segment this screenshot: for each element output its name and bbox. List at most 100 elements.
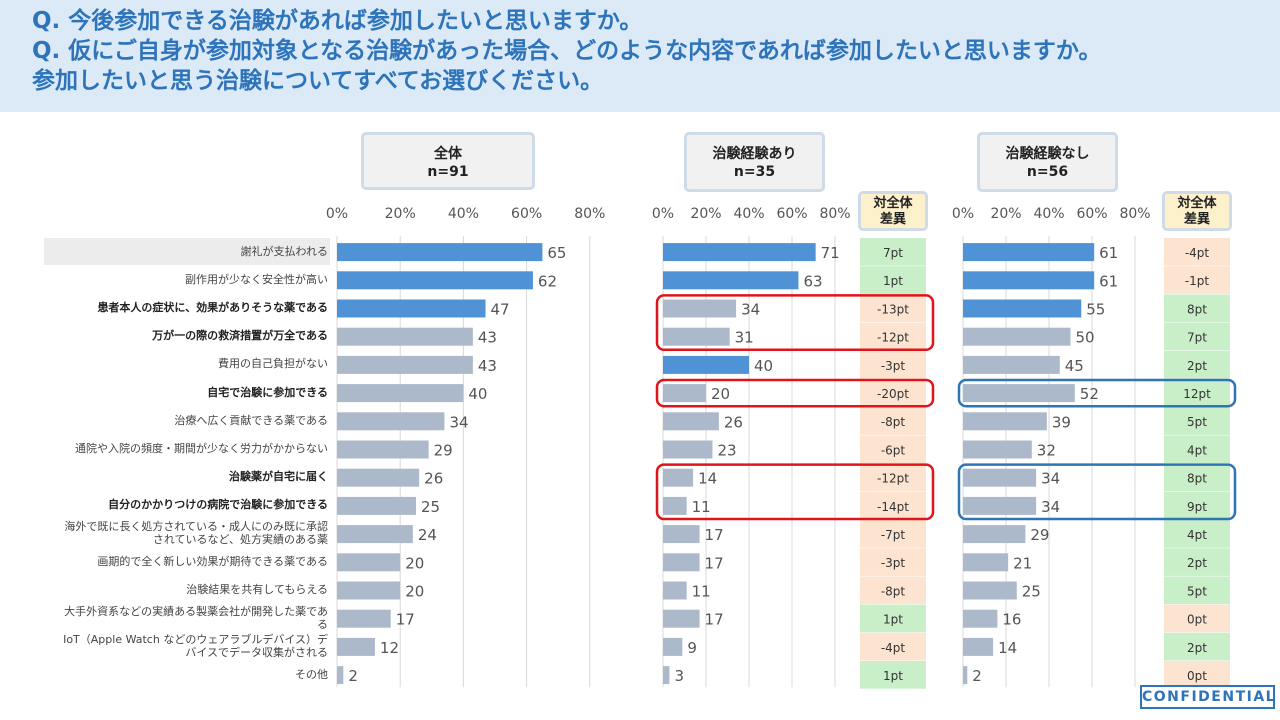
diff-cell — [860, 520, 926, 548]
panel-title-experienced: 治験経験あり n=35 — [684, 132, 825, 192]
x-tick-label: 0% — [326, 206, 348, 222]
bar — [963, 666, 968, 685]
data-label: 34 — [1041, 498, 1060, 516]
data-label: 26 — [724, 413, 743, 431]
bar — [663, 581, 687, 600]
diff-cell — [1164, 238, 1230, 266]
category-label: 自宅で治験に参加できる — [207, 385, 328, 399]
diff-value: 4pt — [1187, 443, 1207, 457]
data-label: 23 — [717, 442, 736, 460]
diff-value: 2pt — [1187, 359, 1207, 373]
category-label: 副作用が少なく安全性が高い — [185, 272, 328, 286]
diff-value: 2pt — [1187, 556, 1207, 570]
diff-value: -4pt — [1185, 246, 1210, 260]
category-label: 治験結果を共有してもらえる — [186, 583, 328, 596]
diff-value: 1pt — [883, 613, 903, 627]
diff-cell — [860, 294, 926, 323]
highlight-box — [957, 463, 1237, 521]
question-line-1: Q. 今後参加できる治験があれば参加したいと思いますか。 — [32, 8, 643, 34]
x-tick-label: 60% — [1076, 206, 1107, 222]
data-label: 26 — [424, 470, 443, 488]
category-label: 治療へ広く貢献できる薬である — [174, 413, 328, 427]
data-label: 11 — [692, 498, 711, 516]
data-label: 43 — [478, 329, 497, 347]
data-label: 16 — [1002, 611, 1021, 629]
bar — [963, 553, 1009, 572]
bar — [663, 412, 719, 431]
data-label: 34 — [449, 413, 468, 431]
diff-value: -12pt — [877, 331, 909, 345]
diff-value: 8pt — [1187, 302, 1207, 316]
data-label: 50 — [1076, 329, 1095, 347]
data-label: 39 — [1052, 413, 1071, 431]
diff-value: 2pt — [1187, 641, 1207, 655]
x-tick-label: 80% — [574, 206, 605, 222]
diff-cell — [860, 604, 926, 633]
bar — [663, 553, 700, 572]
panel-n-experienced: n=35 — [733, 164, 776, 180]
x-tick-label: 20% — [990, 206, 1021, 222]
diff-cell — [1164, 520, 1230, 548]
diff-cell — [860, 238, 926, 266]
bar — [337, 440, 429, 459]
data-label: 29 — [1030, 526, 1049, 544]
category-label: 患者本人の症状に、効果がありそうな薬である — [97, 301, 328, 314]
confidential-badge: CONFIDENTIAL — [1140, 685, 1275, 709]
diff-cell — [860, 576, 926, 605]
bar — [337, 412, 445, 431]
bar — [663, 299, 737, 318]
bar — [337, 525, 413, 544]
data-label: 40 — [468, 385, 487, 403]
category-label: 海外で既に長く処方されている・成人にのみ既に承認 されているなど、処方実績のある… — [64, 520, 328, 547]
data-label: 17 — [396, 611, 415, 629]
diff-value: -1pt — [1185, 274, 1210, 288]
bar — [337, 496, 416, 515]
bar — [963, 440, 1032, 459]
bar — [963, 496, 1037, 515]
diff-value: 5pt — [1187, 415, 1207, 429]
category-label: 画期的で全く新しい効果が期待できる薬である — [97, 554, 328, 568]
diff-value: -12pt — [877, 472, 909, 486]
bar — [337, 327, 473, 346]
data-label: 34 — [741, 301, 760, 319]
diff-value: 1pt — [883, 669, 903, 683]
data-label: 12 — [380, 639, 399, 657]
diff-cell — [860, 379, 926, 407]
diff-value: -4pt — [881, 641, 906, 655]
panel-n-inexperienced: n=56 — [1026, 164, 1069, 180]
data-label: 20 — [711, 385, 730, 403]
highlight-box — [655, 463, 935, 521]
diff-cell — [860, 632, 926, 661]
bar — [663, 525, 700, 544]
panel-n-total: n=91 — [427, 164, 469, 180]
data-label: 25 — [421, 498, 440, 516]
bar — [337, 609, 391, 628]
bar — [337, 299, 486, 318]
diff-cell — [860, 407, 926, 435]
category-label: その他 — [295, 667, 328, 681]
diff-value: 7pt — [883, 246, 903, 260]
bar — [663, 271, 799, 290]
diff-value: -3pt — [881, 359, 906, 373]
data-label: 65 — [547, 244, 566, 262]
diff-value: 8pt — [1187, 472, 1207, 486]
diff-value: -7pt — [881, 528, 906, 542]
data-label: 20 — [405, 583, 424, 601]
diff-value: 4pt — [1187, 528, 1207, 542]
question-line-2: Q. 仮にご自身が参加対象となる治験があった場合、どのような内容であれば参加した… — [32, 38, 1102, 64]
diff-value: -6pt — [881, 443, 906, 457]
diff-cell — [1164, 350, 1230, 379]
diff-value: 1pt — [883, 274, 903, 288]
x-tick-label: 40% — [733, 206, 764, 222]
data-label: 2 — [348, 667, 358, 685]
x-tick-label: 20% — [385, 206, 416, 222]
question-header: Q. 今後参加できる治験があれば参加したいと思いますか。 Q. 仮にご自身が参加… — [0, 0, 1280, 112]
question-line-3: 参加したいと思う治験についてすべてお選びください。 — [32, 68, 604, 94]
diff-value: -3pt — [881, 556, 906, 570]
diff-header-inexperienced: 対全体 差異 — [1162, 191, 1232, 231]
panel-name-total: 全体 — [434, 146, 462, 162]
bar — [663, 637, 683, 656]
diff-header-experienced: 対全体 差異 — [858, 191, 928, 231]
bar — [963, 525, 1026, 544]
bar — [663, 243, 816, 262]
